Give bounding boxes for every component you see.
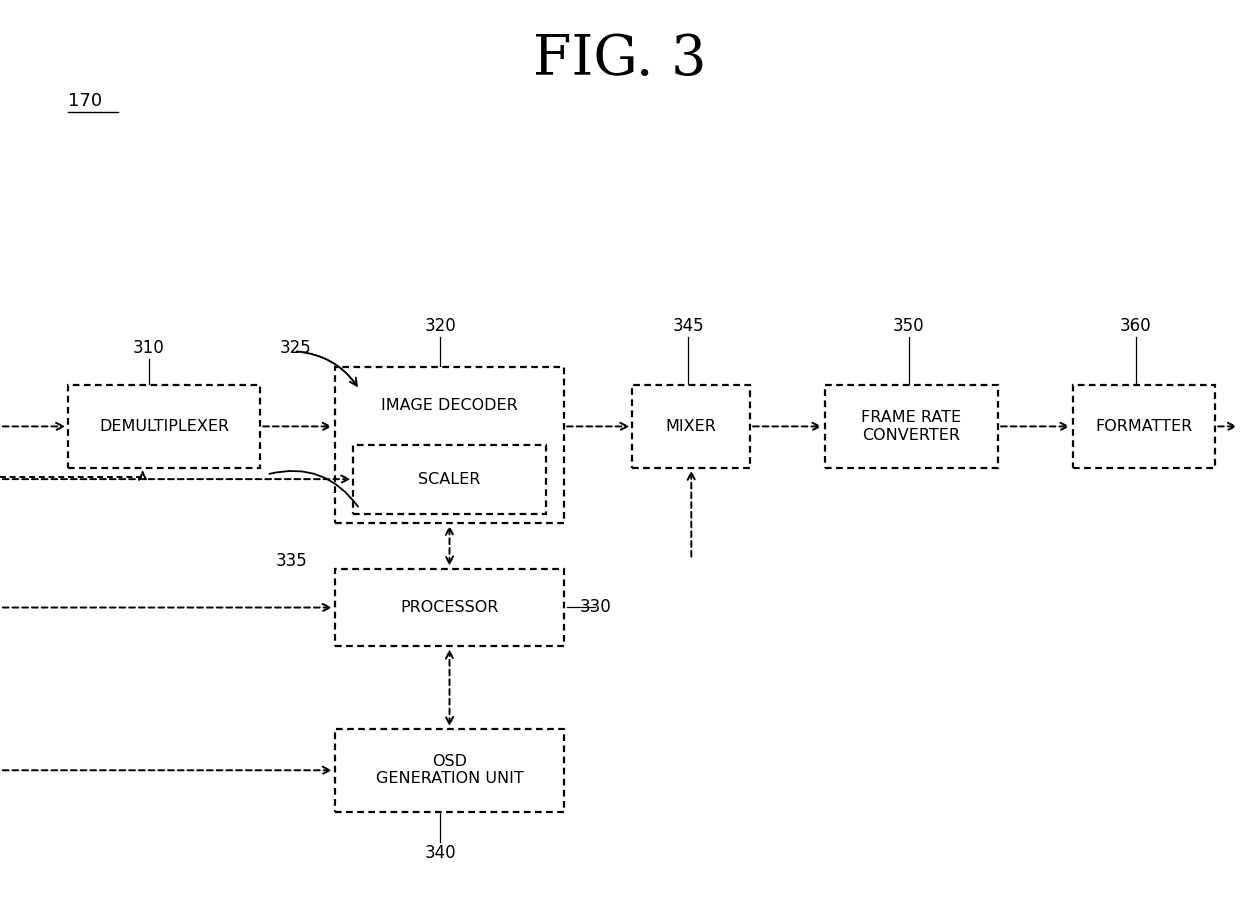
Text: FORMATTER: FORMATTER [1095,419,1193,434]
Bar [632,385,750,468]
Text: OSD
GENERATION UNIT: OSD GENERATION UNIT [376,754,523,787]
Text: SCALER: SCALER [418,471,481,487]
Bar [335,569,564,646]
Text: 350: 350 [893,316,925,335]
Text: 320: 320 [424,316,456,335]
Text: 335: 335 [275,552,308,570]
Text: 325: 325 [279,339,311,358]
Text: IMAGE DECODER: IMAGE DECODER [381,398,518,413]
Text: MIXER: MIXER [666,419,717,434]
FancyArrowPatch shape [296,351,357,386]
Text: 330: 330 [579,598,611,616]
Bar [825,385,998,468]
FancyArrowPatch shape [269,471,358,507]
Text: PROCESSOR: PROCESSOR [401,600,498,615]
Text: 360: 360 [1120,316,1152,335]
Bar [1073,385,1215,468]
Text: DEMULTIPLEXER: DEMULTIPLEXER [99,419,229,434]
Text: 310: 310 [133,339,165,358]
Text: 170: 170 [68,92,103,110]
Bar [335,367,564,523]
Bar [335,729,564,812]
Bar [353,445,546,514]
Bar [68,385,260,468]
Text: FIG. 3: FIG. 3 [533,32,707,87]
Text: 345: 345 [672,316,704,335]
Text: 340: 340 [424,844,456,862]
Text: FRAME RATE
CONVERTER: FRAME RATE CONVERTER [862,410,961,443]
